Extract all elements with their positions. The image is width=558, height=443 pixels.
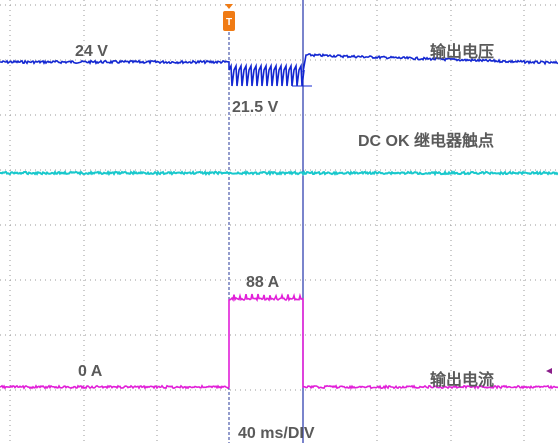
trigger-marker-box (223, 11, 235, 31)
channel-offset-arrow-icon (546, 368, 552, 374)
series-name-output-current: 输出电流 (430, 370, 494, 389)
series-name-output-voltage: 输出电压 (430, 42, 494, 61)
trace-output-voltage (0, 52, 558, 87)
trigger-arrow-icon (225, 4, 233, 9)
trace-dc-ok-relay (0, 169, 558, 177)
label-voltage-nominal: 24 V (75, 43, 108, 60)
trigger-marker: T (223, 4, 235, 31)
trigger-marker-label: T (226, 17, 232, 28)
series-name-dc-ok: DC OK 继电器触点 (358, 131, 494, 150)
label-voltage-dip: 21.5 V (232, 99, 279, 116)
label-current-zero: 0 A (78, 363, 103, 380)
label-current-peak: 88 A (246, 274, 280, 291)
timebase-label: 40 ms/DIV (238, 425, 315, 442)
trace-output-current (0, 292, 558, 390)
